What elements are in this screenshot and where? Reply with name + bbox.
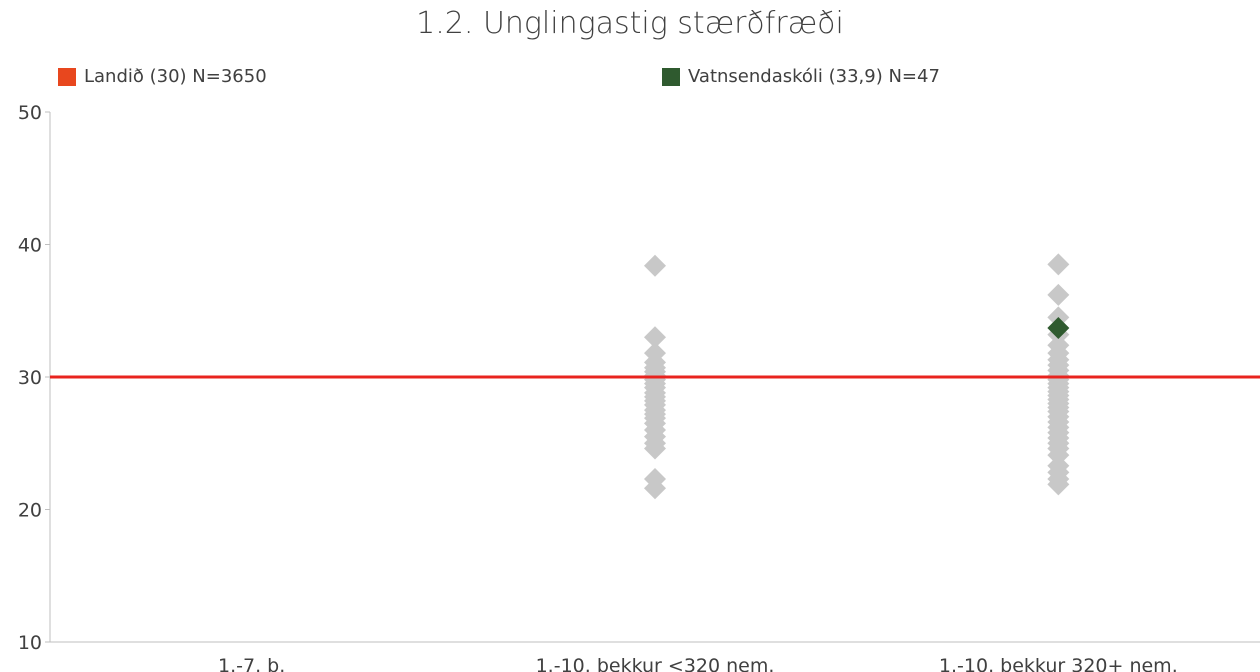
legend-label-vatnsendaskoli: Vatnsendaskóli (33,9) N=47 bbox=[688, 66, 940, 87]
y-tick-label: 10 bbox=[18, 632, 42, 654]
data-point bbox=[644, 437, 666, 460]
legend-swatch-landid bbox=[58, 67, 76, 86]
legend-item-landid: Landið (30) N=3650 bbox=[58, 66, 267, 87]
data-point-vatnsendaskoli bbox=[1047, 316, 1070, 339]
data-point bbox=[644, 326, 666, 349]
legend-label-landid: Landið (30) N=3650 bbox=[84, 66, 267, 87]
x-tick-label: 1.-10. bekkur 320+ nem. bbox=[939, 655, 1178, 672]
data-point bbox=[644, 477, 666, 500]
y-tick-label: 50 bbox=[18, 102, 42, 124]
x-tick-label: 1.-7. b. bbox=[218, 655, 285, 672]
data-point bbox=[644, 254, 666, 277]
chart-title: 1.2. Unglingastig stærðfræði bbox=[416, 6, 844, 41]
y-tick-label: 40 bbox=[18, 235, 42, 257]
legend-swatch-vatnsendaskoli bbox=[662, 67, 680, 86]
y-tick-label: 20 bbox=[18, 500, 42, 522]
data-point bbox=[1047, 253, 1070, 276]
legend-item-vatnsendaskoli: Vatnsendaskóli (33,9) N=47 bbox=[662, 66, 940, 87]
data-point bbox=[1047, 283, 1070, 306]
data-point bbox=[1047, 473, 1070, 496]
x-tick-label: 1.-10. bekkur <320 nem. bbox=[536, 655, 775, 672]
y-tick-label: 30 bbox=[18, 367, 42, 389]
